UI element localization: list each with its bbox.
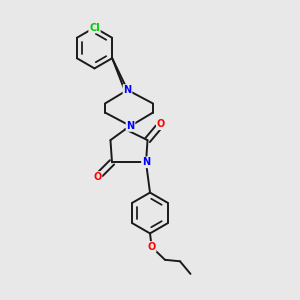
- Text: O: O: [93, 172, 101, 182]
- Text: O: O: [157, 119, 165, 129]
- Text: O: O: [147, 242, 156, 252]
- Text: Cl: Cl: [89, 22, 100, 33]
- Text: N: N: [142, 157, 150, 167]
- Text: N: N: [126, 121, 135, 131]
- Text: N: N: [123, 85, 132, 95]
